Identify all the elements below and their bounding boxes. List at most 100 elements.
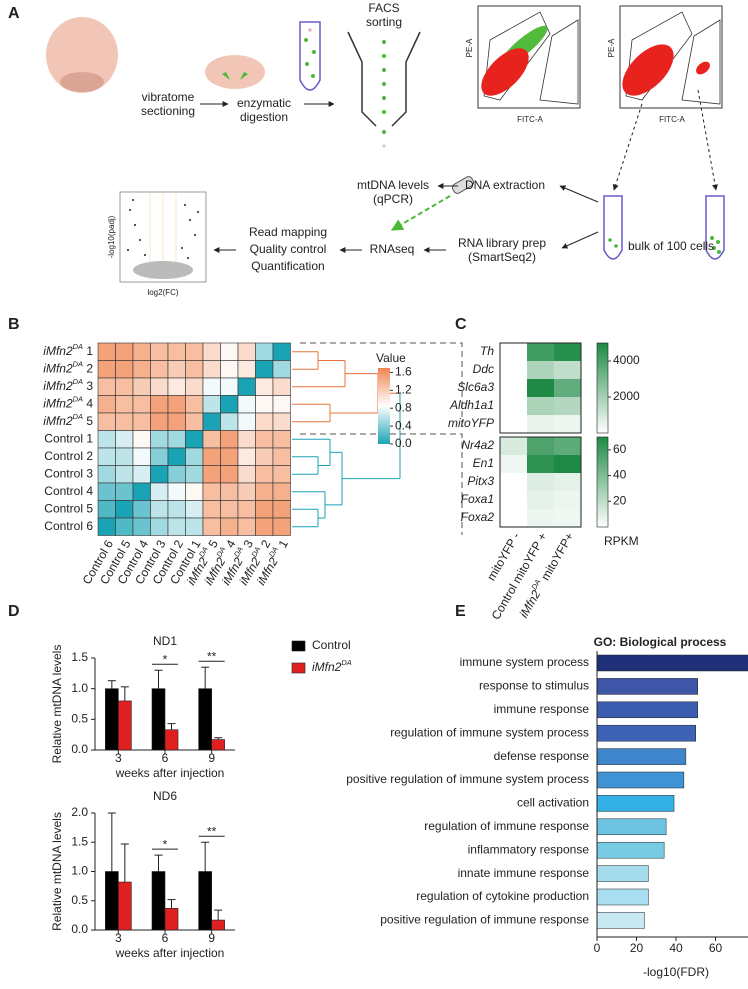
heatmap-cell (554, 437, 581, 455)
point (144, 254, 146, 256)
panel-label: A (8, 5, 20, 22)
heatmap-cell (237, 500, 256, 519)
heatmap-cell (527, 379, 554, 397)
bar (596, 654, 748, 672)
axis-label: -log10(padj) (107, 215, 116, 258)
panel-label: B (8, 316, 20, 333)
x-axis-label: weeks after injection (115, 766, 225, 780)
arrow (561, 231, 599, 249)
heatmap-cell (167, 377, 186, 396)
row-label: Slc6a3 (457, 380, 494, 394)
legend-swatch (291, 640, 306, 652)
heatmap-cell (97, 517, 116, 536)
heatmap-cell (185, 517, 204, 536)
heatmap-cell (202, 430, 221, 449)
heatmap-cell (500, 415, 527, 433)
step-label: enzymatic (237, 96, 291, 110)
bar (596, 678, 698, 695)
bar (596, 771, 685, 789)
heatmap-cell (132, 360, 151, 379)
bar (151, 871, 166, 931)
category-label: regulation of cytokine production (416, 889, 589, 903)
heatmap-cell (167, 500, 186, 519)
heatmap-cell (167, 447, 186, 466)
heatmap-cell (132, 465, 151, 484)
y-tick-label: 2.0 (71, 805, 88, 819)
heatmap-cell (132, 482, 151, 501)
heatmap-cell (132, 430, 151, 449)
heatmap-cell (500, 437, 527, 455)
legend-label: iMfn2DA (312, 658, 352, 674)
heatmap-cell (167, 517, 186, 536)
heatmap-cell (115, 482, 134, 501)
row-label: Th (480, 344, 494, 358)
heatmap-cell (185, 360, 204, 379)
node-label: (SmartSeq2) (468, 250, 536, 264)
y-tick-label: 0.5 (71, 893, 88, 907)
point (194, 234, 196, 236)
bar (105, 688, 119, 751)
arrow (559, 185, 599, 203)
heatmap-cell (554, 455, 581, 473)
heatmap-cell (150, 412, 169, 431)
heatmap-cell (237, 360, 256, 379)
heatmap-cell (527, 455, 554, 473)
y-axis-label: Relative mtDNA levels (50, 812, 64, 931)
heatmap-cell (150, 482, 169, 501)
row-label: mitoYFP (448, 416, 494, 430)
x-tick-label: 40 (669, 941, 683, 955)
heatmap-cell (185, 482, 204, 501)
category-label: cell activation (517, 796, 589, 810)
heatmap-cell (554, 509, 581, 527)
heatmap-cell (185, 342, 204, 361)
category-label: regulation of immune system process (390, 725, 589, 739)
heatmap-cell (255, 517, 274, 536)
axis-label: FITC-A (659, 115, 685, 124)
row-label: Aldh1a1 (449, 398, 494, 412)
colorbar (596, 342, 609, 434)
heatmap-cell (272, 360, 291, 379)
heatmap-cell (202, 377, 221, 396)
row-label: Control 5 (44, 501, 93, 515)
colorbar-tick-label: 1.6 (395, 365, 412, 379)
heatmap-cell (272, 447, 291, 466)
heatmap-cell (185, 395, 204, 414)
heatmap-cell (115, 412, 134, 431)
row-label: Control 3 (44, 466, 93, 480)
y-tick-label: 0.0 (71, 922, 88, 936)
heatmap-cell (97, 342, 116, 361)
category-label: inflammatory response (468, 842, 590, 856)
heatmap-cell (272, 342, 291, 361)
heatmap-cell (255, 430, 274, 449)
heatmap-cell (185, 447, 204, 466)
step-label: sectioning (141, 104, 195, 118)
droplet (382, 130, 386, 134)
coronal-slice (205, 55, 265, 89)
heatmap-cell (115, 377, 134, 396)
legend-label: Control (312, 638, 351, 652)
heatmap-cell (150, 517, 169, 536)
x-tick-label: 3 (115, 931, 122, 945)
bar (198, 871, 212, 931)
y-tick-label: 1.0 (71, 681, 88, 695)
step-label: sorting (366, 15, 402, 29)
heatmap-cell (97, 377, 116, 396)
droplets (382, 40, 386, 148)
point (139, 239, 141, 241)
heatmap-cell (500, 491, 527, 509)
bar (211, 919, 225, 931)
heatmap-cell (167, 482, 186, 501)
heatmap-cell (202, 412, 221, 431)
colorbar-title: Value (376, 351, 406, 365)
cell (304, 38, 308, 42)
heatmap-cell (237, 517, 256, 536)
bar (596, 818, 667, 836)
heatmap-cell (272, 500, 291, 519)
heatmap-cell (527, 415, 554, 433)
heatmap-cell (272, 517, 291, 536)
node-label: RNAseq (370, 242, 415, 256)
heatmap-cell (185, 465, 204, 484)
heatmap-cell (132, 395, 151, 414)
cell (308, 28, 312, 32)
